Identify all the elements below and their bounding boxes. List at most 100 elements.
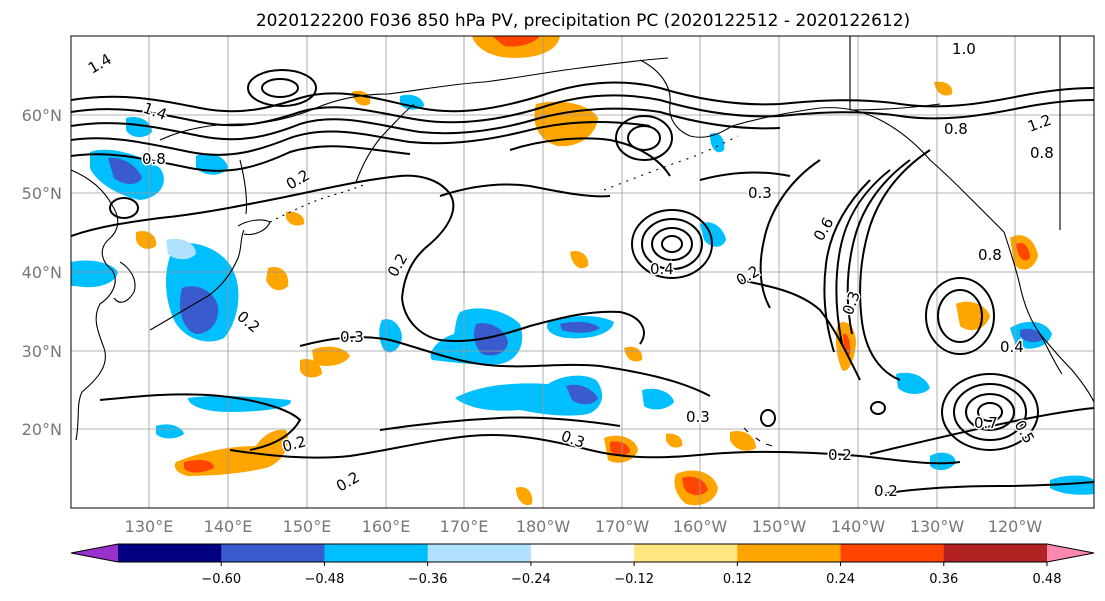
precip-patch-162w-18n [666, 433, 683, 448]
low-170w-42n-ring3 [651, 227, 693, 261]
coast-japan-honshu [149, 229, 245, 331]
figure-title: 2020122200 F036 850 hPa PV, precipitatio… [256, 11, 910, 31]
precip-patch-152e-47n [286, 211, 305, 226]
precip-patch-160e-28n [300, 358, 322, 378]
contour-label-0.2-g: 0.2 [828, 446, 852, 464]
low-175w-58n-ring1 [615, 115, 673, 161]
colorbar-extend-low [71, 544, 118, 562]
contour-label-0.8-a: 0.8 [142, 150, 166, 168]
coast-canada-interior [849, 36, 1061, 230]
coast-baja [1039, 333, 1063, 375]
colorbar-segments [71, 544, 1094, 562]
coast-alaska-west [639, 59, 733, 138]
precip-patch-178e-12n [516, 486, 533, 506]
lat-label-40n: 40°N [22, 263, 62, 282]
pv-contour-jet-3 [71, 107, 781, 141]
low-135w-22n-ring3 [965, 393, 1015, 431]
precip-patch-132e-42n [136, 230, 157, 249]
precip-patch-150w-18n [730, 430, 756, 451]
precip-patch-145e-37n [266, 266, 289, 291]
colorbar-segment [840, 544, 945, 562]
colorbar-outline [70, 543, 1095, 563]
lat-label-20n: 20°N [22, 420, 62, 439]
colorbar-tick-label: 0.24 [826, 572, 855, 587]
precip-patch-130e-20n [188, 395, 291, 412]
low-175w-58n-ring2 [627, 125, 661, 151]
coast-aleutians [603, 135, 739, 191]
low-170w-42n-ring4 [661, 235, 683, 253]
contour-label-0.4-b: 0.4 [1000, 338, 1024, 356]
graticule [71, 36, 1094, 508]
precip-patch-175e-70n-core [492, 36, 540, 47]
colorbar-tick-label: −0.48 [305, 572, 345, 587]
lat-label-30n: 30°N [22, 342, 62, 361]
coast-siberia-north [387, 57, 669, 95]
pv-contour-02-low [879, 481, 1094, 495]
lat-label-50n: 50°N [22, 184, 62, 203]
low-135w-22n-ring2 [953, 383, 1027, 441]
low-130w-33n-ring2 [937, 289, 983, 343]
low-140w-20n [870, 401, 886, 415]
colorbar-segment [737, 544, 842, 562]
precip-patch-okhotsk-core [108, 157, 142, 184]
coast-bc [929, 159, 1005, 233]
pv-contour-02-tropics [99, 393, 302, 451]
colorbar-segment [427, 544, 532, 562]
lon-label-120w: 120°W [988, 517, 1043, 536]
precip-patch-165w-14n-core [682, 476, 708, 496]
precip-patch-125w-40n-core [1016, 242, 1030, 261]
pv-contour-03-north [509, 137, 671, 177]
precip-patch-165w-26n [642, 388, 674, 410]
lon-label-130e: 130°E [125, 517, 174, 536]
precip-patch-135w-16n [930, 452, 956, 471]
colorbar: −0.60 −0.48 −0.36 −0.24 −0.12 0.12 0.24 0.36 0.4… [70, 543, 1095, 587]
colorbar-segment [530, 544, 635, 562]
precip-patch-180-25n [455, 375, 603, 416]
low-135w-22n-ring1 [941, 373, 1039, 451]
contour-label-0.3-d: 0.3 [686, 408, 710, 426]
precip-patch-korea [71, 260, 118, 288]
colorbar-segment [634, 544, 738, 562]
lon-label-140e: 140°E [204, 517, 253, 536]
lon-label-160e: 160°E [362, 517, 411, 536]
coast-korea [113, 261, 136, 303]
low-145e-62n-ring1 [247, 69, 317, 107]
coast-okhotsk [159, 93, 389, 141]
low-130w-33n-ring1 [925, 277, 995, 355]
precip-patch-japan-sea-core [179, 286, 219, 334]
colorbar-segment [943, 544, 1048, 562]
coast-sakhalin [239, 159, 248, 215]
lon-label-150w: 150°W [752, 517, 807, 536]
pv-contour-02-mid [739, 279, 861, 381]
low-135w-22n-ring4 [977, 402, 1003, 422]
pv-contour-jet-1 [71, 81, 1094, 113]
pv-contour-jet-4 [71, 120, 651, 156]
precip-patch-160e-30n-pos [312, 346, 350, 366]
coast-hawaii [743, 427, 773, 447]
pv-contour-03-east-deep [846, 159, 911, 335]
colorbar-tick-label: −0.36 [408, 572, 448, 587]
lon-label-150e: 150°E [283, 517, 332, 536]
colorbar-segment [324, 544, 429, 562]
colorbar-tick-label: 0.36 [929, 572, 958, 587]
colorbar-extend-high [1047, 544, 1094, 562]
lat-label-60n: 60°N [22, 106, 62, 125]
low-170w-42n-ring1 [631, 209, 713, 279]
contour-label-0.2-h: 0.2 [874, 482, 898, 500]
coast-kamchatka [355, 103, 415, 183]
precip-patch-160e-30n [379, 319, 402, 353]
low-120e-52n [109, 197, 139, 219]
precip-patch-130e-15n-core [184, 460, 214, 473]
coast-asia-east [71, 169, 119, 441]
lon-label-140w: 140°W [831, 517, 886, 536]
pv-contour-02-east-deep [859, 149, 931, 381]
lon-label-130w: 130°W [910, 517, 965, 536]
pv-contour-03-south [299, 336, 711, 397]
low-145e-62n-ring2 [261, 78, 299, 98]
precip-patch-175e-32n-core [474, 323, 508, 356]
precip-patch-180-25n-core [566, 384, 598, 405]
pv-contour-jet-5 [71, 145, 411, 172]
precip-patch-135w-58n [934, 81, 953, 96]
pv-closed-contours [109, 69, 1039, 451]
longitude-labels: 130°E 140°E 150°E 160°E 170°E 180°W 170°… [125, 517, 1043, 536]
